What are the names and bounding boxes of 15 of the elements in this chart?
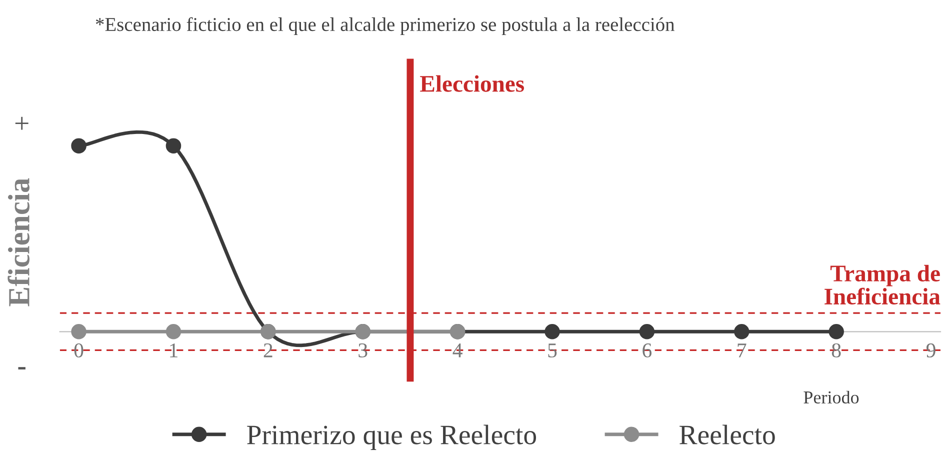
x-axis-title: Periodo: [804, 390, 859, 404]
x-tick-label: 0: [74, 343, 84, 358]
ref-line-label: Elecciones: [420, 75, 524, 92]
x-tick-label: 3: [358, 343, 368, 358]
legend-label: Primerizo que es Reelecto: [247, 424, 536, 450]
ref-line-label: Trampa de Ineficiencia: [824, 264, 940, 305]
x-tick-label: 2: [264, 343, 272, 358]
text: -: [18, 367, 26, 370]
x-tick-label: 9: [926, 343, 936, 358]
x-tick-label: 8: [832, 343, 841, 358]
legend-label: Reelecto: [680, 424, 775, 444]
text: +: [15, 116, 28, 130]
chart-subtitle: *Escenario ficticio en el que el alcalde primerizo se postula a la reelección: [96, 17, 675, 36]
y-axis-title: Eficiencia: [8, 178, 30, 306]
x-tick-label: 1: [170, 343, 178, 358]
